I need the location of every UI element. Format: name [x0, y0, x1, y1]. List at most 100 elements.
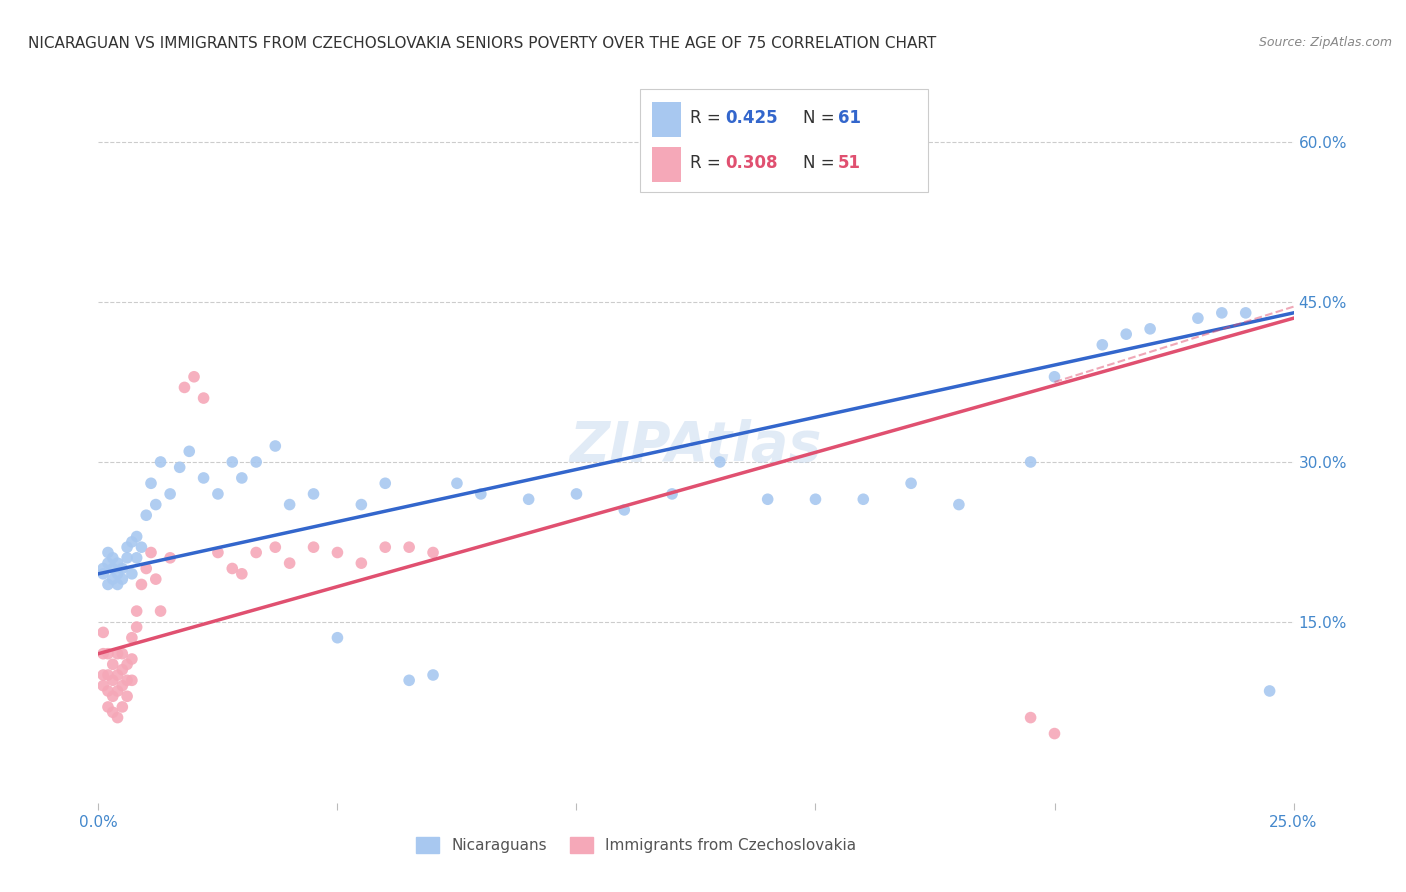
Immigrants from Czechoslovakia: [91, 647, 114, 661]
Immigrants from Czechoslovakia: [97, 668, 120, 682]
Nicaraguans: [97, 545, 120, 559]
Immigrants from Czechoslovakia: [107, 647, 129, 661]
Immigrants from Czechoslovakia: [398, 540, 420, 554]
Text: ZIPAtlas: ZIPAtlas: [569, 419, 823, 473]
Immigrants from Czechoslovakia: [173, 380, 195, 394]
Nicaraguans: [193, 471, 215, 485]
Text: NICARAGUAN VS IMMIGRANTS FROM CZECHOSLOVAKIA SENIORS POVERTY OVER THE AGE OF 75 : NICARAGUAN VS IMMIGRANTS FROM CZECHOSLOV…: [28, 36, 936, 51]
Nicaraguans: [115, 540, 138, 554]
Immigrants from Czechoslovakia: [264, 540, 287, 554]
Nicaraguans: [1019, 455, 1042, 469]
Immigrants from Czechoslovakia: [121, 673, 143, 688]
Nicaraguans: [91, 561, 114, 575]
Nicaraguans: [115, 550, 138, 565]
Nicaraguans: [139, 476, 162, 491]
Nicaraguans: [135, 508, 157, 523]
Nicaraguans: [107, 577, 129, 591]
Immigrants from Czechoslovakia: [111, 647, 134, 661]
Nicaraguans: [661, 487, 683, 501]
Nicaraguans: [900, 476, 922, 491]
Text: R =: R =: [690, 109, 727, 127]
Immigrants from Czechoslovakia: [125, 604, 148, 618]
Immigrants from Czechoslovakia: [107, 684, 129, 698]
Nicaraguans: [121, 534, 143, 549]
Text: N =: N =: [803, 109, 839, 127]
Immigrants from Czechoslovakia: [183, 369, 205, 384]
Nicaraguans: [169, 460, 191, 475]
Immigrants from Czechoslovakia: [231, 566, 253, 581]
Nicaraguans: [948, 498, 970, 512]
Immigrants from Czechoslovakia: [149, 604, 172, 618]
Nicaraguans: [1234, 306, 1257, 320]
Immigrants from Czechoslovakia: [374, 540, 396, 554]
Nicaraguans: [121, 566, 143, 581]
Immigrants from Czechoslovakia: [101, 673, 124, 688]
Immigrants from Czechoslovakia: [111, 679, 134, 693]
Text: R =: R =: [690, 154, 727, 172]
Immigrants from Czechoslovakia: [221, 561, 243, 575]
Immigrants from Czechoslovakia: [91, 668, 114, 682]
Nicaraguans: [149, 455, 172, 469]
Immigrants from Czechoslovakia: [159, 550, 181, 565]
Nicaraguans: [101, 550, 124, 565]
Nicaraguans: [91, 566, 114, 581]
Nicaraguans: [159, 487, 181, 501]
Nicaraguans: [1139, 322, 1161, 336]
Immigrants from Czechoslovakia: [135, 561, 157, 575]
Nicaraguans: [374, 476, 396, 491]
Nicaraguans: [125, 550, 148, 565]
Immigrants from Czechoslovakia: [101, 706, 124, 720]
Immigrants from Czechoslovakia: [350, 556, 373, 570]
Immigrants from Czechoslovakia: [1043, 726, 1066, 740]
Immigrants from Czechoslovakia: [422, 545, 444, 559]
Nicaraguans: [517, 492, 540, 507]
Immigrants from Czechoslovakia: [115, 657, 138, 672]
Nicaraguans: [1211, 306, 1233, 320]
Text: 51: 51: [838, 154, 860, 172]
Nicaraguans: [97, 556, 120, 570]
Immigrants from Czechoslovakia: [111, 663, 134, 677]
Nicaraguans: [221, 455, 243, 469]
Immigrants from Czechoslovakia: [326, 545, 349, 559]
Immigrants from Czechoslovakia: [115, 673, 138, 688]
Nicaraguans: [145, 498, 167, 512]
Text: N =: N =: [803, 154, 839, 172]
Nicaraguans: [756, 492, 779, 507]
Immigrants from Czechoslovakia: [97, 684, 120, 698]
Nicaraguans: [804, 492, 827, 507]
Nicaraguans: [278, 498, 301, 512]
Nicaraguans: [398, 673, 420, 688]
Immigrants from Czechoslovakia: [91, 625, 114, 640]
Nicaraguans: [107, 556, 129, 570]
Immigrants from Czechoslovakia: [91, 679, 114, 693]
Nicaraguans: [565, 487, 588, 501]
Nicaraguans: [107, 566, 129, 581]
Immigrants from Czechoslovakia: [245, 545, 267, 559]
Text: Source: ZipAtlas.com: Source: ZipAtlas.com: [1258, 36, 1392, 49]
Nicaraguans: [852, 492, 875, 507]
Immigrants from Czechoslovakia: [115, 690, 138, 704]
Nicaraguans: [111, 561, 134, 575]
Nicaraguans: [422, 668, 444, 682]
Immigrants from Czechoslovakia: [101, 690, 124, 704]
Immigrants from Czechoslovakia: [101, 657, 124, 672]
Immigrants from Czechoslovakia: [107, 668, 129, 682]
Nicaraguans: [245, 455, 267, 469]
Nicaraguans: [1258, 684, 1281, 698]
Immigrants from Czechoslovakia: [97, 700, 120, 714]
Nicaraguans: [207, 487, 229, 501]
Immigrants from Czechoslovakia: [97, 647, 120, 661]
Immigrants from Czechoslovakia: [193, 391, 215, 405]
Nicaraguans: [111, 572, 134, 586]
Immigrants from Czechoslovakia: [1019, 710, 1042, 724]
Nicaraguans: [350, 498, 373, 512]
Text: 0.425: 0.425: [725, 109, 778, 127]
Immigrants from Czechoslovakia: [125, 620, 148, 634]
Nicaraguans: [1091, 338, 1114, 352]
Nicaraguans: [179, 444, 201, 458]
Immigrants from Czechoslovakia: [121, 631, 143, 645]
Nicaraguans: [302, 487, 325, 501]
Nicaraguans: [1187, 311, 1209, 326]
Immigrants from Czechoslovakia: [139, 545, 162, 559]
Immigrants from Czechoslovakia: [111, 700, 134, 714]
